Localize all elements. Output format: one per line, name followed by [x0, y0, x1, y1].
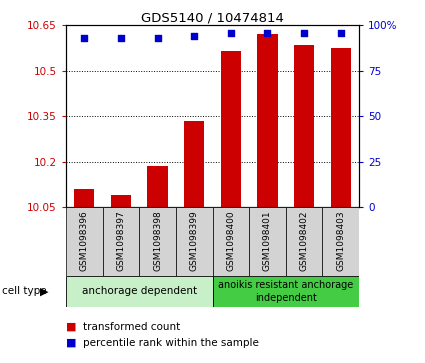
Text: GSM1098401: GSM1098401	[263, 210, 272, 271]
Text: GSM1098403: GSM1098403	[336, 210, 345, 271]
Bar	[294, 45, 314, 207]
Text: GSM1098396: GSM1098396	[80, 210, 89, 271]
Bar	[249, 207, 286, 276]
Bar	[212, 276, 359, 307]
Bar	[111, 195, 131, 207]
Text: GSM1098397: GSM1098397	[116, 210, 125, 271]
Text: ■: ■	[66, 322, 76, 332]
Text: GSM1098402: GSM1098402	[300, 210, 309, 271]
Bar	[184, 121, 204, 207]
Point	[81, 35, 88, 41]
Text: ▶: ▶	[40, 286, 48, 296]
Point	[191, 33, 198, 39]
Bar	[176, 207, 212, 276]
Bar	[331, 48, 351, 207]
Text: anchorage dependent: anchorage dependent	[82, 286, 197, 296]
Text: ■: ■	[66, 338, 76, 348]
Point	[154, 35, 161, 41]
Point	[117, 35, 124, 41]
Bar	[74, 189, 94, 207]
Text: cell type: cell type	[2, 286, 47, 296]
Point	[227, 30, 234, 36]
Bar	[139, 207, 176, 276]
Bar	[258, 34, 278, 207]
Point	[264, 30, 271, 36]
Bar	[323, 207, 359, 276]
Title: GDS5140 / 10474814: GDS5140 / 10474814	[141, 11, 284, 24]
Bar	[286, 207, 323, 276]
Bar	[147, 166, 167, 207]
Text: percentile rank within the sample: percentile rank within the sample	[83, 338, 259, 348]
Point	[337, 30, 344, 36]
Bar	[221, 51, 241, 207]
Bar	[102, 207, 139, 276]
Text: transformed count: transformed count	[83, 322, 180, 332]
Text: anoikis resistant anchorage
independent: anoikis resistant anchorage independent	[218, 280, 354, 302]
Text: GSM1098399: GSM1098399	[190, 210, 198, 271]
Bar	[66, 276, 212, 307]
Text: GSM1098400: GSM1098400	[227, 210, 235, 271]
Bar	[66, 207, 102, 276]
Text: GSM1098398: GSM1098398	[153, 210, 162, 271]
Point	[301, 30, 308, 36]
Bar	[212, 207, 249, 276]
